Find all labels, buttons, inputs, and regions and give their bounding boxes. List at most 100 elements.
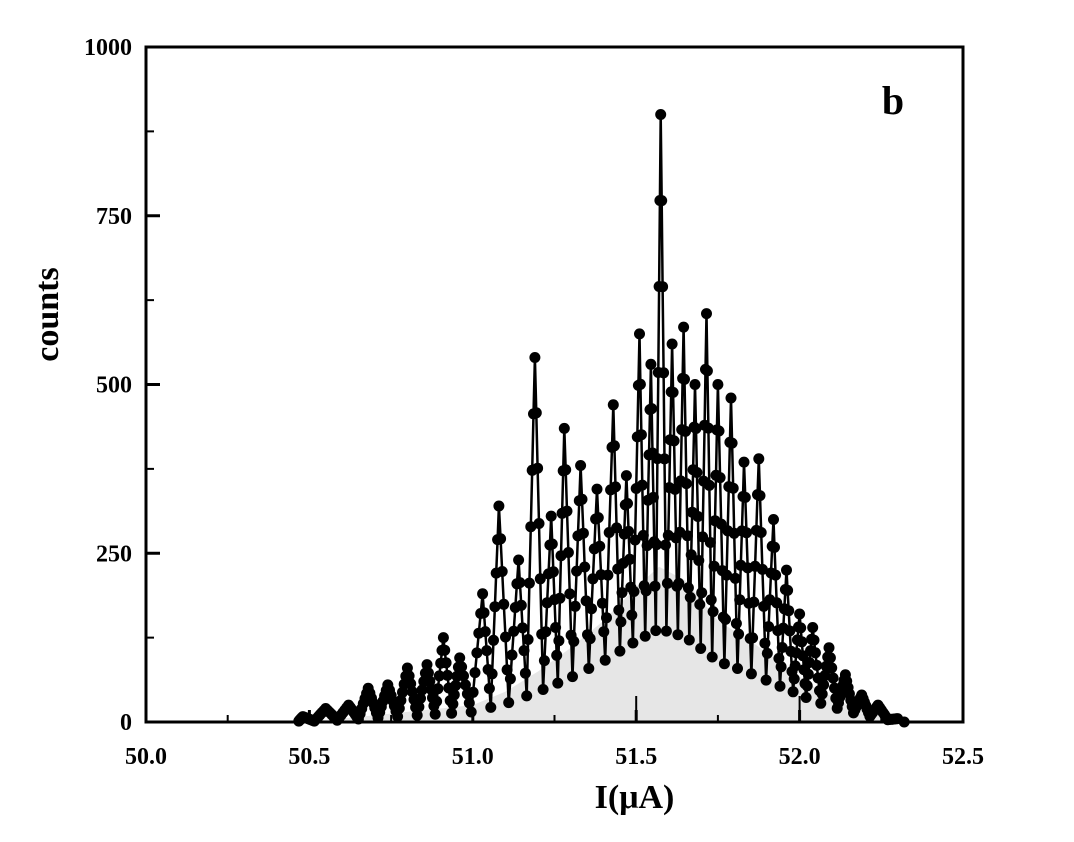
- data-point: [776, 642, 788, 653]
- data-point: [680, 478, 692, 490]
- data-point: [551, 649, 563, 661]
- data-point: [655, 109, 667, 120]
- data-point: [421, 659, 433, 671]
- data-point: [534, 573, 546, 585]
- data-point: [411, 709, 423, 721]
- data-point: [703, 479, 715, 491]
- data-point: [583, 663, 595, 674]
- data-point: [459, 679, 471, 691]
- data-point: [624, 553, 636, 565]
- data-point: [661, 577, 673, 589]
- data-point: [561, 505, 573, 517]
- data-point: [634, 328, 645, 340]
- data-point: [649, 580, 661, 592]
- data-point: [658, 367, 670, 379]
- data-point: [811, 659, 823, 671]
- data-point: [568, 635, 580, 647]
- data-point: [592, 512, 604, 524]
- data-point: [741, 527, 752, 539]
- data-point: [416, 684, 428, 696]
- data-point: [726, 437, 738, 449]
- data-point: [745, 668, 757, 680]
- data-point: [587, 573, 599, 585]
- data-point: [691, 467, 703, 478]
- data-point: [610, 481, 621, 493]
- y-tick-label: 250: [96, 541, 132, 567]
- data-point: [562, 547, 574, 558]
- data-point: [668, 435, 680, 447]
- data-point: [712, 379, 724, 390]
- data-point: [431, 695, 443, 707]
- data-point: [807, 622, 819, 633]
- data-point: [469, 667, 481, 679]
- data-point: [479, 626, 491, 638]
- x-tick-label: 51.0: [452, 744, 494, 770]
- data-point: [784, 625, 796, 637]
- data-point: [690, 423, 702, 434]
- data-point: [672, 629, 684, 641]
- data-point: [818, 679, 830, 691]
- data-point: [646, 403, 658, 415]
- data-point: [579, 561, 591, 573]
- data-point: [521, 690, 533, 702]
- data-point: [774, 680, 786, 692]
- data-point: [602, 569, 614, 581]
- data-point: [495, 533, 507, 545]
- data-point: [550, 622, 562, 633]
- data-point: [763, 621, 775, 633]
- data-point: [627, 637, 639, 649]
- data-point: [432, 683, 444, 695]
- x-tick-label: 51.5: [615, 744, 657, 770]
- data-point: [569, 600, 581, 612]
- data-point: [546, 538, 558, 550]
- data-point: [515, 599, 527, 611]
- data-point: [666, 338, 678, 350]
- data-point: [629, 534, 641, 546]
- data-point: [506, 649, 518, 661]
- data-point: [733, 628, 745, 640]
- data-point: [706, 651, 718, 663]
- data-point: [558, 422, 570, 434]
- data-point: [577, 527, 589, 539]
- data-point: [680, 425, 691, 437]
- y-tick-label: 1000: [84, 35, 132, 61]
- data-point: [637, 529, 649, 541]
- plot-area: [293, 109, 910, 728]
- data-point: [591, 483, 603, 495]
- data-point: [640, 585, 652, 597]
- data-point: [650, 625, 662, 637]
- panel-label: b: [882, 78, 904, 123]
- data-point: [477, 588, 489, 600]
- data-point: [789, 660, 801, 672]
- data-point: [501, 664, 513, 676]
- data-point: [496, 566, 508, 577]
- data-point: [513, 554, 525, 566]
- data-point: [660, 625, 672, 637]
- data-point: [503, 697, 515, 709]
- data-point: [782, 584, 794, 596]
- y-tick-label: 0: [120, 710, 132, 736]
- data-point: [696, 587, 708, 599]
- data-point: [796, 636, 808, 648]
- data-point: [708, 560, 720, 572]
- data-point: [554, 592, 566, 604]
- data-point: [489, 601, 501, 613]
- data-point: [519, 667, 531, 679]
- data-point: [433, 670, 445, 682]
- x-tick-label: 52.5: [942, 744, 984, 770]
- data-point: [463, 697, 475, 709]
- data-point: [695, 643, 707, 654]
- data-point: [504, 673, 516, 685]
- data-point: [486, 668, 498, 680]
- data-point: [656, 195, 668, 207]
- data-point: [721, 569, 733, 581]
- data-point: [667, 386, 679, 398]
- data-point: [692, 511, 704, 522]
- data-point: [429, 708, 441, 720]
- data-point: [611, 522, 623, 534]
- data-point: [760, 674, 772, 686]
- data-point: [713, 425, 725, 437]
- data-point: [458, 670, 469, 682]
- data-point: [704, 537, 716, 548]
- data-point: [761, 647, 773, 659]
